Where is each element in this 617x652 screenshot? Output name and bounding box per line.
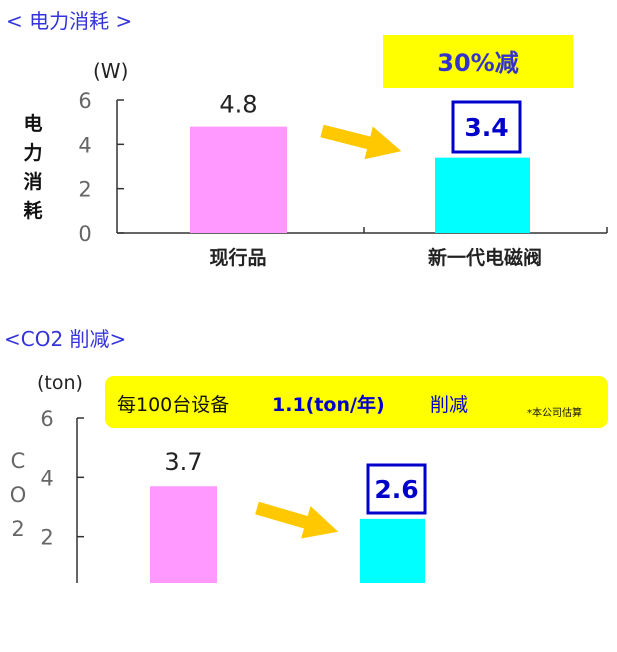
data-label-box [366,463,427,515]
chart1-reduction-box [383,35,573,88]
y-tick-label: 2 [78,178,91,202]
y-tick-label: 2 [40,526,53,550]
chart2-savings-text: 每100台设备 1.1(ton/年) 削减 [117,393,468,416]
chart1-ylabel: 电力消耗 [23,112,42,222]
ylabel-char: 2 [11,517,24,541]
ylabel-char: 耗 [23,200,42,222]
y-tick-label: 6 [78,89,91,113]
chart1-title: < 电力消耗 > [6,9,132,33]
chart2-title: <CO2 削减> [4,327,126,351]
bar-current [190,126,287,233]
y-tick-label: 4 [40,466,53,490]
y-tick-label: 6 [40,407,53,431]
ylabel-char: 电 [23,112,42,135]
chart2-estimate-note: *本公司估算 [527,406,582,419]
data-label: 2.6 [374,475,418,504]
bar-current [150,486,217,583]
chart2-savings-suffix: 削减 [430,394,468,416]
chart2-savings-prefix: 每100台设备 [117,394,229,416]
chart2-unit: (ton) [37,372,83,394]
ylabel-char: 消 [23,170,42,193]
data-label: 3.4 [464,113,508,142]
chart1-category-current: 现行品 [209,246,266,269]
chart2-arrow-icon [255,501,339,539]
ylabel-char: O [10,483,27,507]
y-tick-label: 0 [78,222,91,246]
ylabel-char: C [11,449,26,473]
data-label: 4.8 [219,91,257,119]
chart2-ylabel: CO 2 [10,449,27,541]
chart2-savings-box [105,376,608,428]
chart1-unit: (W) [93,59,128,83]
chart2-plot: 2 4 6 3.7 2.6 [40,407,427,583]
bar-new [435,157,530,233]
bar-new [360,518,425,583]
y-tick-label: 4 [78,133,91,157]
data-label-box [451,100,522,154]
data-label: 3.7 [164,448,202,476]
chart2-savings-value: 1.1(ton/年) [272,393,385,416]
chart1-reduction-label: 30%减 [437,49,518,77]
chart1-plot: 0 2 4 6 4.8 3.4 [78,89,608,246]
ylabel-char: 力 [23,141,42,164]
chart1-arrow-icon [320,124,402,160]
chart1-category-new: 新一代电磁阀 [428,246,542,269]
